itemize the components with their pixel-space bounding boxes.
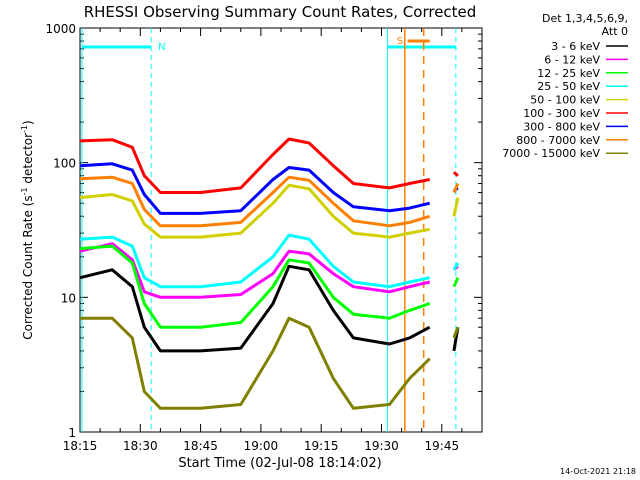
x-tick-label: 19:15	[304, 439, 339, 453]
series-line-7	[79, 175, 460, 228]
y-axis: 1 10 100 1000	[45, 22, 482, 440]
timestamp: 14-Oct-2021 21:18	[560, 467, 636, 476]
saa-label: S	[397, 36, 403, 47]
x-tick-label: 18:15	[63, 439, 98, 453]
x-axis: 18:15 18:30 18:45 19:00 19:15 19:30 19:45	[63, 28, 483, 453]
legend-item-label: 800 - 7000 keV	[516, 134, 600, 147]
legend-item-label: 25 - 50 keV	[537, 80, 600, 93]
series-lines	[79, 137, 460, 410]
series-line-2	[79, 244, 460, 329]
x-axis-label: Start Time (02-Jul-08 18:14:02)	[178, 456, 381, 471]
legend-item-label: 100 - 300 keV	[523, 107, 600, 120]
x-tick-label: 19:45	[425, 439, 460, 453]
x-tick-label: 18:45	[183, 439, 218, 453]
legend-item-label: 3 - 6 keV	[551, 40, 600, 53]
legend-item-label: 300 - 800 keV	[523, 120, 600, 133]
chart-title: RHESSI Observing Summary Count Rates, Co…	[84, 3, 477, 21]
legend-header-line-2: Att 0	[602, 25, 628, 38]
series-line-5	[79, 137, 459, 194]
series-line-3	[79, 233, 460, 289]
legend-item-label: 50 - 100 keV	[530, 94, 600, 107]
y-tick-label: 100	[53, 157, 76, 171]
y-tick-label: 1	[68, 426, 76, 440]
y-tick-label: 10	[61, 291, 76, 305]
series-line-8	[80, 316, 460, 410]
night-label: N	[158, 42, 165, 53]
x-tick-label: 19:30	[364, 439, 399, 453]
legend-item-label: 7000 - 15000 keV	[502, 147, 600, 160]
y-axis-label: Corrected Count Rate (s-1 detector-1)	[20, 120, 35, 339]
legend-item-label: 12 - 25 keV	[537, 67, 600, 80]
y-tick-label: 1000	[45, 22, 76, 36]
x-tick-label: 19:00	[244, 439, 279, 453]
x-tick-label: 18:30	[123, 439, 158, 453]
legend-header-line-1: Det 1,3,4,5,6,9,	[542, 12, 628, 25]
series-line-4	[79, 183, 460, 239]
legend-item-label: 6 - 12 keV	[544, 53, 600, 66]
